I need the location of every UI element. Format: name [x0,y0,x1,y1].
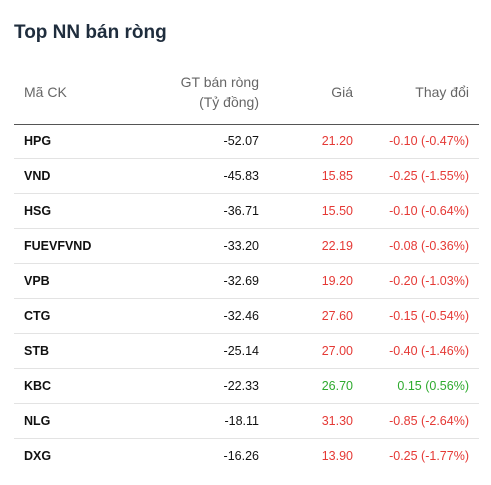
table-row[interactable]: HSG -36.71 15.50 -0.10 (-0.64%) [14,194,479,229]
price-change: -0.08 (-0.36%) [389,239,469,253]
price: 27.00 [321,344,353,358]
net-sell-value: -25.14 [223,344,259,358]
price-change: -0.25 (-1.77%) [389,449,469,463]
table-row[interactable]: NLG -18.11 31.30 -0.85 (-2.64%) [14,404,479,439]
column-header-price[interactable]: Giá [331,84,353,100]
net-sell-value: -45.83 [223,169,259,183]
ticker-symbol[interactable]: VPB [24,274,50,288]
price: 21.20 [321,134,353,148]
table-row[interactable]: DXG -16.26 13.90 -0.25 (-1.77%) [14,439,479,473]
net-sell-value: -18.11 [224,414,259,428]
net-sell-value: -52.07 [223,134,259,148]
net-sell-value: -33.20 [223,239,259,253]
column-header-net-sell-value-unit: (Tỷ đồng) [199,94,259,110]
table-body: HPG -52.07 21.20 -0.10 (-0.47%) VND -45.83 15.… [14,124,479,473]
price: 31.30 [321,414,353,428]
table-row[interactable]: FUEVFVND -33.20 22.19 -0.08 (-0.36%) [14,229,479,264]
ticker-symbol[interactable]: VND [24,169,51,183]
price: 27.60 [321,309,353,323]
table-row[interactable]: CTG -32.46 27.60 -0.15 (-0.54%) [14,299,479,334]
ticker-symbol[interactable]: STB [24,344,49,358]
table-row[interactable]: STB -25.14 27.00 -0.40 (-1.46%) [14,334,479,369]
price: 15.85 [321,169,353,183]
net-sell-value: -36.71 [223,204,259,218]
ticker-symbol[interactable]: FUEVFVND [24,239,92,253]
ticker-symbol[interactable]: KBC [24,379,52,393]
column-header-ticker[interactable]: Mã CK [24,84,67,100]
price: 26.70 [321,379,353,393]
net-sell-value: -16.26 [223,449,259,463]
price: 13.90 [321,449,353,463]
ticker-symbol[interactable]: CTG [24,309,51,323]
table-row[interactable]: HPG -52.07 21.20 -0.10 (-0.47%) [14,124,479,159]
net-sell-value: -22.33 [223,379,259,393]
price: 22.19 [321,239,353,253]
column-header-net-sell-value-label: GT bán ròng [180,74,259,90]
net-sell-value: -32.69 [223,274,259,288]
ticker-symbol[interactable]: NLG [24,414,51,428]
price-change: -0.15 (-0.54%) [389,309,469,323]
widget-title: Top NN bán ròng [14,22,167,43]
column-header-net-sell-value[interactable]: GT bán ròng (Tỷ đồng) [181,72,259,112]
price-change: -0.85 (-2.64%) [389,414,469,428]
ticker-symbol[interactable]: DXG [24,449,52,463]
column-header-change[interactable]: Thay đổi [415,84,469,100]
ticker-symbol[interactable]: HPG [24,134,52,148]
table-row[interactable]: KBC -22.33 26.70 0.15 (0.56%) [14,369,479,404]
price-change: 0.15 (0.56%) [397,379,469,393]
table-header: Mã CK GT bán ròng (Tỷ đồng) Giá Thay đổi [14,68,479,125]
table-row[interactable]: VND -45.83 15.85 -0.25 (-1.55%) [14,159,479,194]
price-change: -0.40 (-1.46%) [389,344,469,358]
price-change: -0.10 (-0.64%) [389,204,469,218]
ticker-symbol[interactable]: HSG [24,204,52,218]
net-sell-value: -32.46 [223,309,259,323]
price-change: -0.10 (-0.47%) [389,134,469,148]
price-change: -0.20 (-1.03%) [389,274,469,288]
price-change: -0.25 (-1.55%) [389,169,469,183]
table-row[interactable]: VPB -32.69 19.20 -0.20 (-1.03%) [14,264,479,299]
price: 15.50 [321,204,353,218]
price: 19.20 [321,274,353,288]
